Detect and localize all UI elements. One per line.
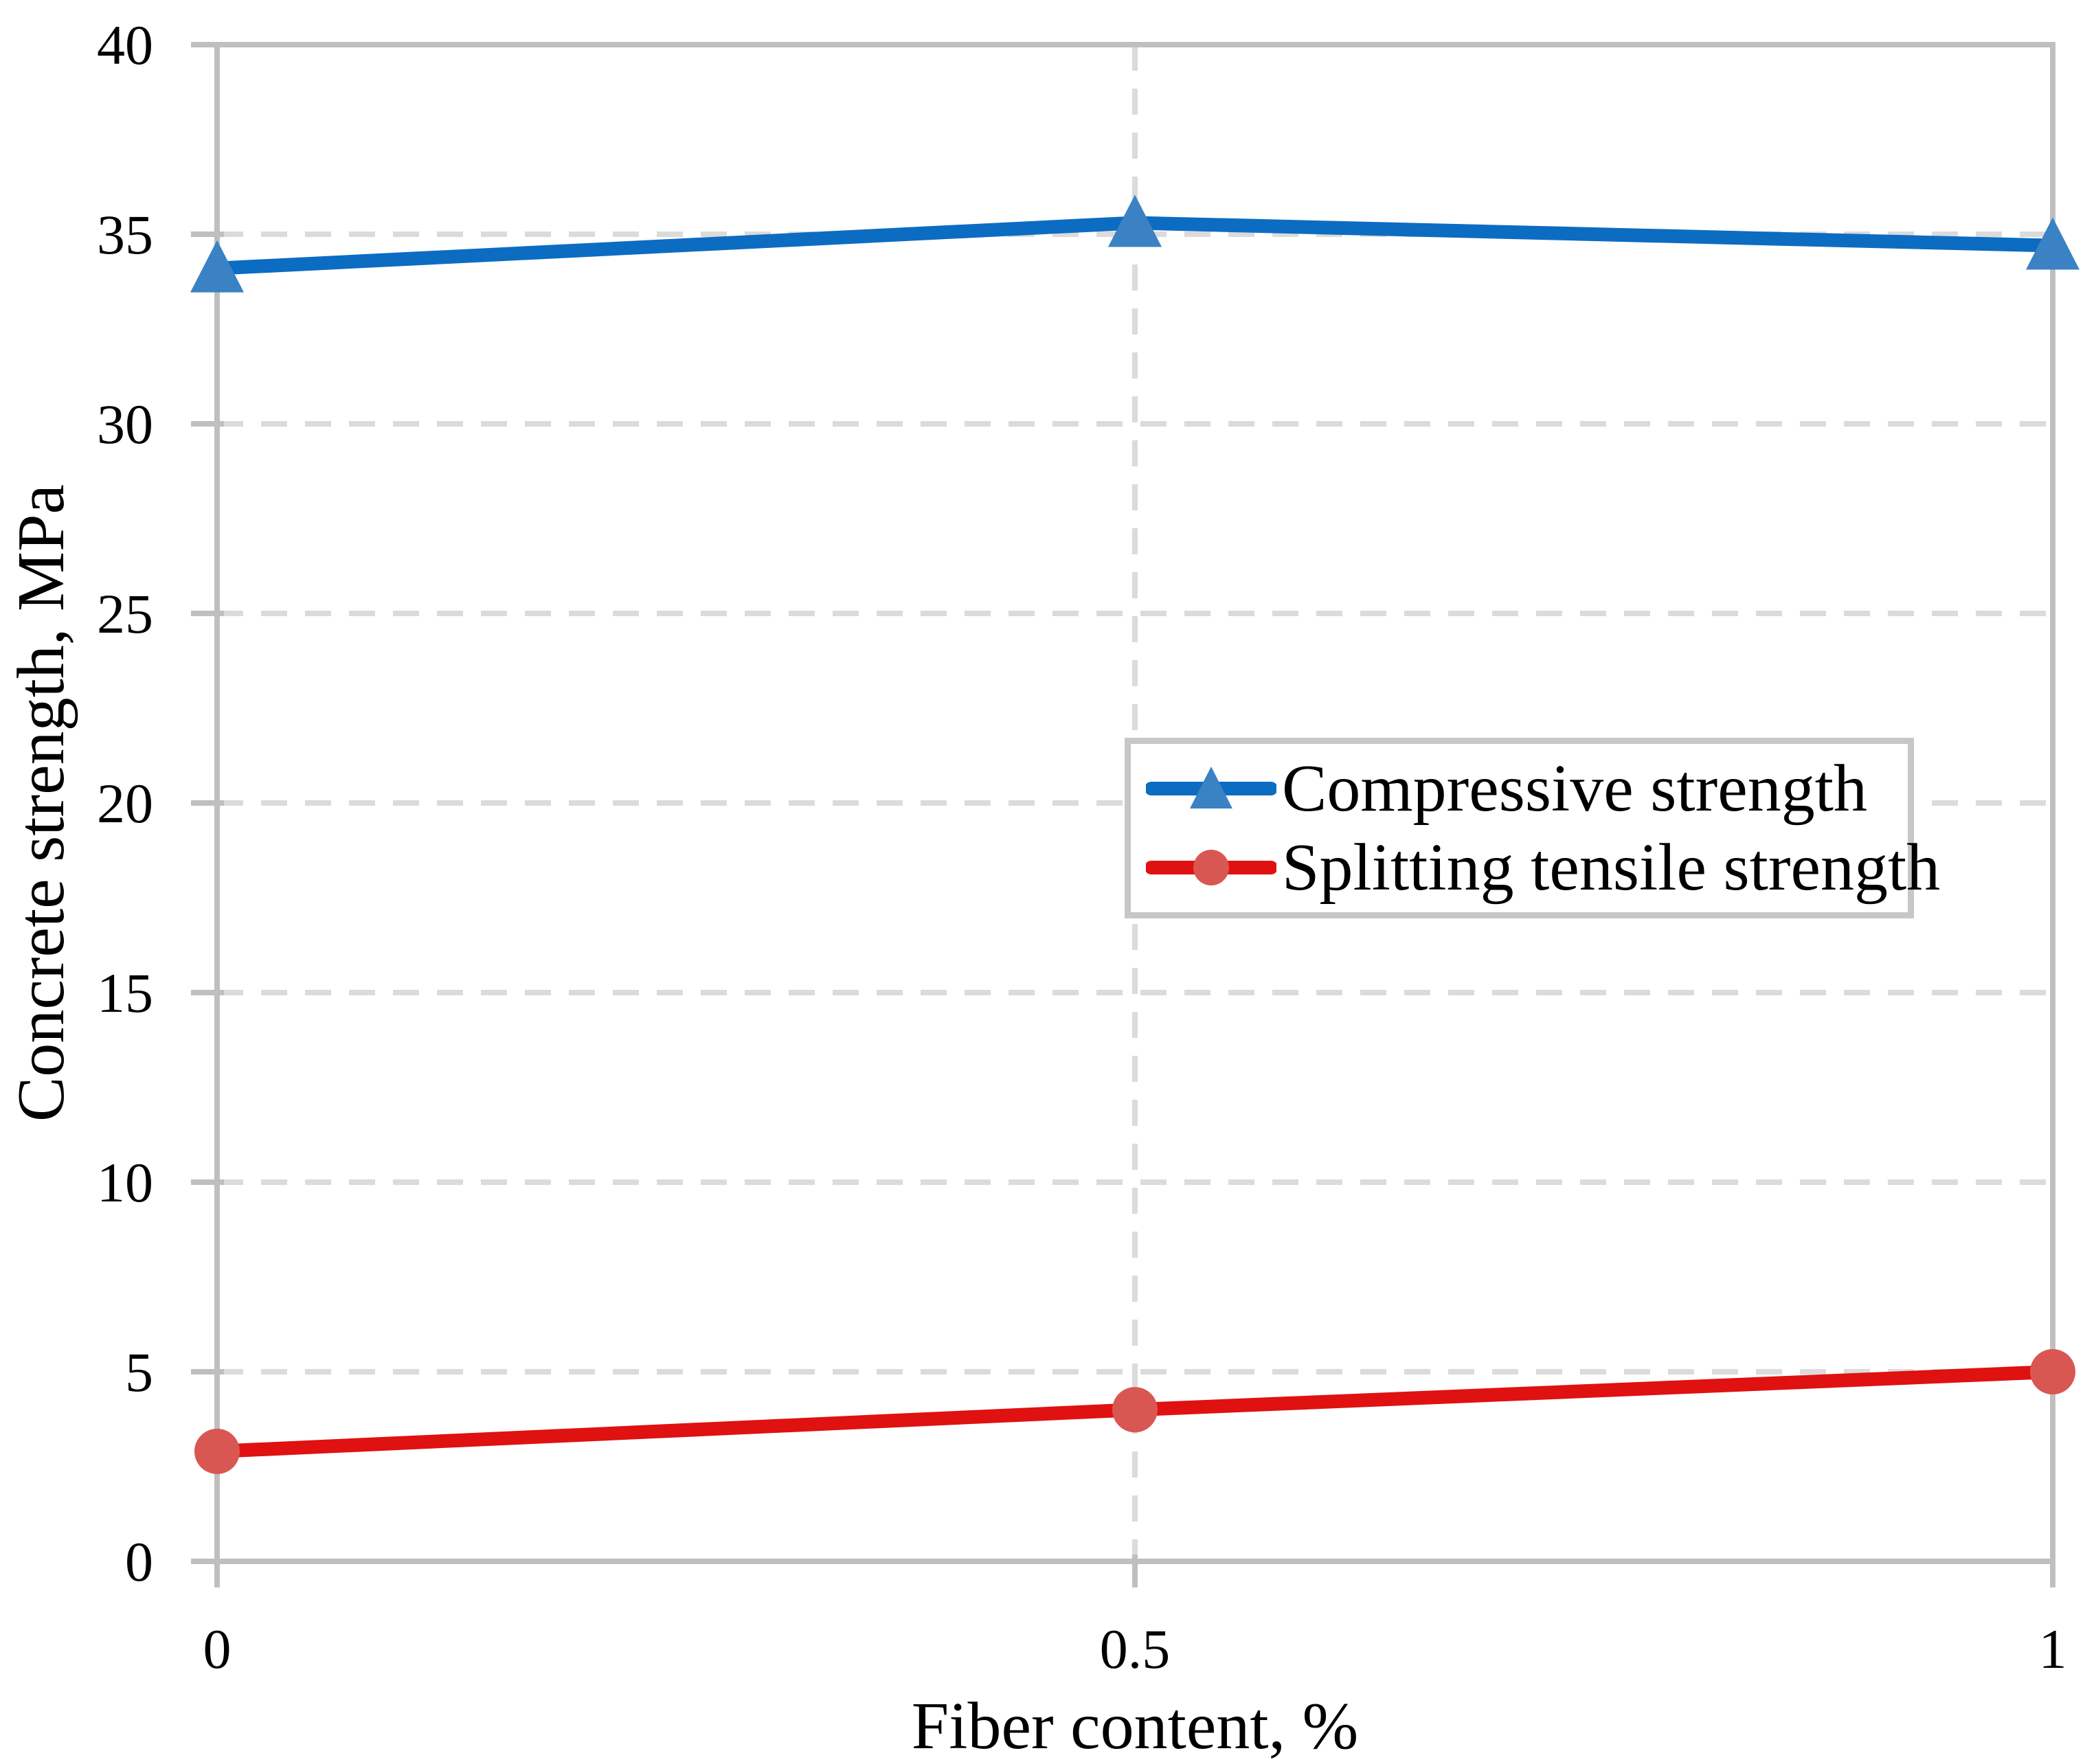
data-point-marker [194,1428,240,1474]
data-point-marker [1112,1387,1158,1433]
x-axis-title: Fiber content, % [912,1689,1358,1763]
y-axis-title: Concrete strength, MPa [4,484,78,1122]
layer [190,194,2080,1474]
x-tick-label: 0.5 [1100,1618,1171,1680]
x-tick-label: 0 [203,1618,232,1680]
legend-entry-splitting: Splitting tensile strength [1146,834,1940,901]
data-point-marker [2030,1349,2075,1394]
triangle-marker-icon [1146,767,1276,809]
legend: Compressive strength Splitting tensile s… [1125,738,1940,918]
y-tick-label: 30 [97,393,153,455]
layer: 0 5 10 15 20 25 30 35 40 0 0.5 1 [97,14,2067,1680]
legend-entry-compressive: Compressive strength [1146,755,1908,822]
y-tick-label: 5 [125,1341,153,1403]
data-point-marker [2026,217,2080,270]
y-tick-label: 0 [125,1530,153,1593]
x-tick-label: 1 [2039,1618,2067,1680]
y-tick-label: 35 [97,203,153,266]
y-tick-label: 20 [97,772,153,835]
legend-label-splitting: Splitting tensile strength [1282,830,1941,905]
data-point-marker [1108,194,1162,247]
y-tick-label: 25 [97,583,153,645]
y-tick-label: 10 [97,1151,153,1214]
y-tick-label: 15 [97,962,153,1024]
data-point-marker [190,240,244,293]
y-tick-label: 40 [97,14,153,76]
legend-label-compressive: Compressive strength [1282,751,1867,826]
circle-marker-icon [1146,849,1276,885]
